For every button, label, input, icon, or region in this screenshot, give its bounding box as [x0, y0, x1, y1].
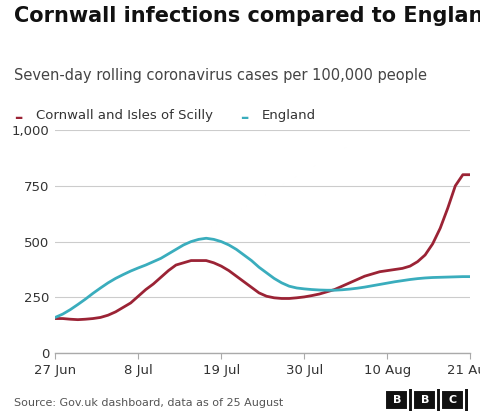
Text: Cornwall and Isles of Scilly: Cornwall and Isles of Scilly [36, 109, 213, 122]
Text: C: C [449, 395, 457, 405]
Text: Seven-day rolling coronavirus cases per 100,000 people: Seven-day rolling coronavirus cases per … [14, 68, 427, 83]
FancyBboxPatch shape [413, 390, 436, 410]
FancyBboxPatch shape [385, 390, 408, 410]
Text: Cornwall infections compared to England: Cornwall infections compared to England [14, 6, 480, 26]
Text: B: B [420, 395, 429, 405]
Text: Source: Gov.uk dashboard, data as of 25 August: Source: Gov.uk dashboard, data as of 25 … [14, 398, 284, 408]
Text: –: – [240, 109, 248, 128]
Text: England: England [262, 109, 316, 122]
Text: B: B [393, 395, 401, 405]
Text: –: – [14, 109, 23, 128]
FancyBboxPatch shape [442, 390, 464, 410]
